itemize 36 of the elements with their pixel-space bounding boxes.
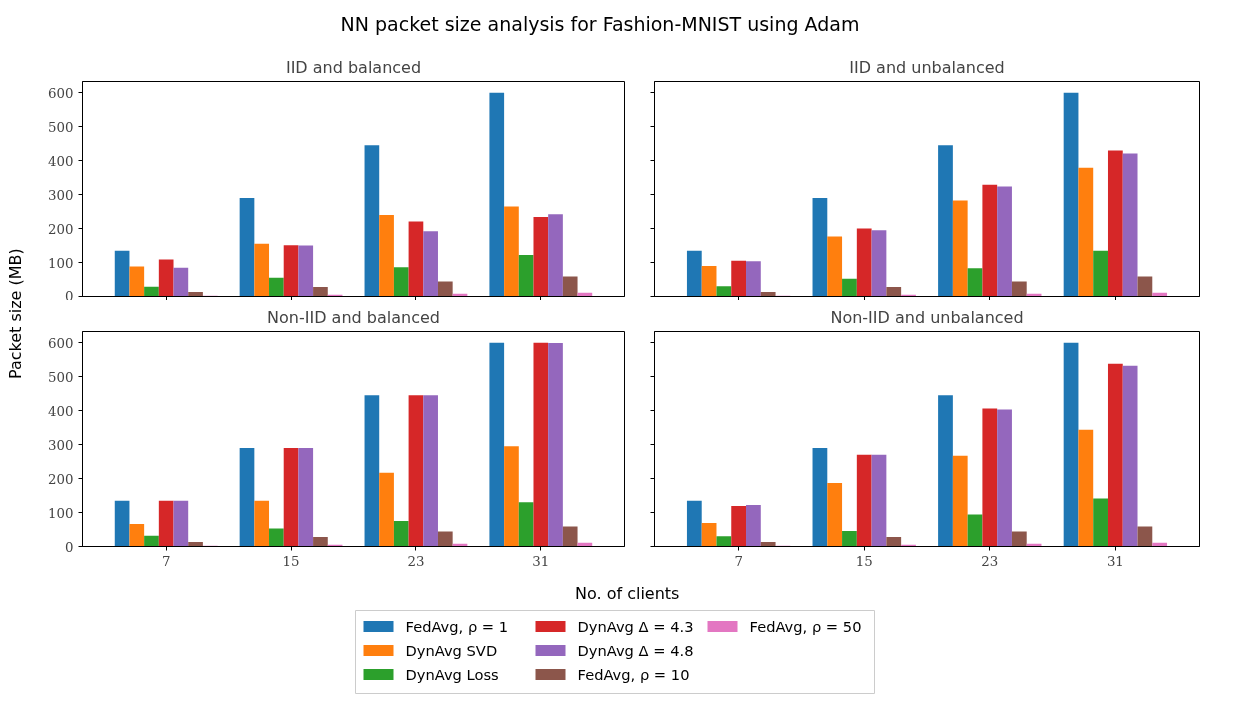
y-tick-label: 300 — [48, 437, 74, 453]
y-tick-label: 300 — [48, 187, 74, 203]
y-tick-label: 400 — [48, 403, 74, 419]
y-tick-label: 100 — [48, 505, 74, 521]
chart-title: IID and balanced — [285, 57, 422, 77]
y-tick-label: 500 — [48, 119, 74, 135]
x-tick-label: 15 — [855, 553, 873, 569]
chart-title: Non-IID and unbalanced — [830, 307, 1024, 327]
x-axis-title: No. of clients — [575, 583, 680, 605]
chart-title: Non-IID and balanced — [267, 307, 440, 327]
legend-label: FedAvg, ρ = 50 — [749, 618, 862, 635]
legend-label: DynAvg Loss — [405, 666, 499, 683]
y-tick-label: 0 — [65, 288, 74, 304]
y-axis-title: Packet size (MB) — [5, 248, 26, 380]
x-tick-label: 7 — [161, 553, 171, 569]
x-tick-label: 7 — [734, 553, 743, 569]
y-tick-label: 600 — [48, 335, 74, 351]
y-tick-label: 500 — [48, 369, 74, 385]
legend-label: FedAvg, ρ = 1 — [405, 618, 509, 635]
y-tick-label: 0 — [65, 539, 74, 555]
legend-label: DynAvg SVD — [405, 642, 498, 659]
x-tick-label: 23 — [981, 553, 999, 569]
y-tick-label: 200 — [48, 221, 74, 237]
legend-label: FedAvg, ρ = 10 — [577, 666, 690, 683]
x-tick-label: 31 — [532, 553, 550, 569]
chart-title: IID and unbalanced — [849, 57, 1005, 77]
y-tick-label: 100 — [48, 255, 74, 271]
y-tick-label: 200 — [48, 471, 74, 487]
legend-label: DynAvg Δ = 4.8 — [577, 642, 694, 659]
x-tick-label: 31 — [1106, 553, 1124, 569]
text: NN packet size analysis for Fashion-MNIST using Adam — [340, 12, 860, 37]
y-tick-label: 600 — [48, 85, 74, 101]
x-tick-label: 23 — [407, 553, 425, 569]
y-tick-label: 400 — [48, 153, 74, 169]
x-tick-label: 15 — [282, 553, 300, 569]
legend-label: DynAvg Δ = 4.3 — [577, 618, 694, 635]
